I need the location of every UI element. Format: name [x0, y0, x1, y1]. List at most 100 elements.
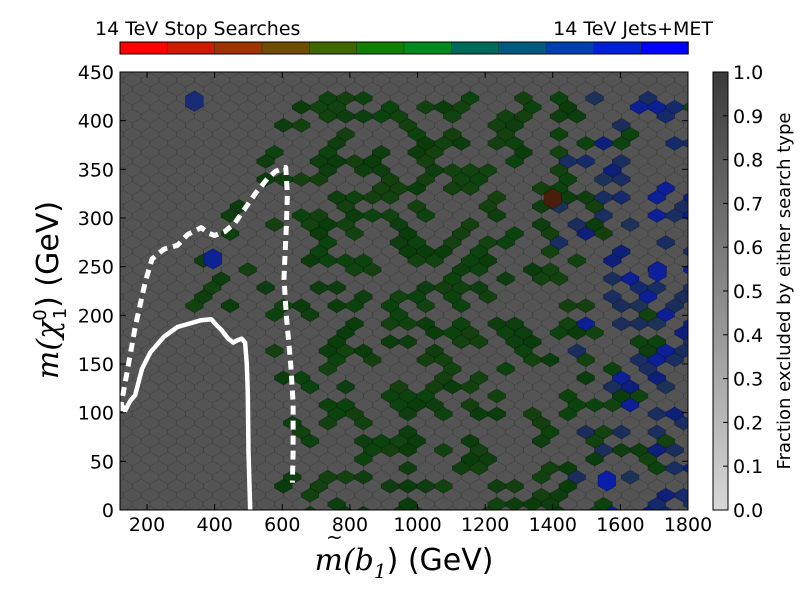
hex-cell: [97, 328, 115, 349]
hex-cell-highlight: [597, 470, 617, 492]
hex-cell-highlight: [648, 260, 667, 283]
dashed-contour: [120, 164, 296, 483]
hex-cell-excluded: [692, 139, 710, 160]
top-colorbar-segment: [167, 41, 216, 55]
hex-cell: [692, 301, 710, 322]
side-colorbar-ticks: 0.0 0.1 0.2 0.3 0.4 0.5 0.6 0.7 0.8 0.9 1.0: [723, 62, 763, 522]
top-colorbar-segment: [214, 41, 263, 55]
hex-cell: [173, 508, 180, 510]
y-tick-label: 0: [102, 500, 114, 522]
y-tick-label: 350: [78, 159, 114, 181]
hex-cell: [692, 319, 710, 340]
hex-cell: [97, 382, 115, 403]
hex-cell: [692, 121, 710, 142]
hex-cell-excluded: [692, 175, 710, 196]
top-colorbar-segment: [451, 41, 500, 55]
hex-cell: [683, 72, 688, 76]
hex-cell-excluded: [692, 247, 710, 268]
x-tick-label: 1800: [664, 514, 712, 536]
x-axis-label: m(b1) (GeV): [315, 543, 494, 583]
hex-cell: [692, 464, 710, 485]
y-axis-label: m(χ01) (GeV): [30, 201, 71, 379]
x-axis-label-prefix: m(: [315, 543, 356, 578]
x-axis-ticks: 200 400 600 800 1000 1200 1400 1600 1800: [129, 72, 712, 536]
top-colorbar-segment: [309, 41, 358, 55]
contour-lines: [120, 164, 296, 510]
x-axis-label-var: b: [355, 543, 374, 578]
colorbar-tick-label: 0.2: [733, 412, 763, 434]
plot-area: [97, 67, 710, 511]
y-axis-label-var: χ: [31, 319, 66, 341]
x-tick-label: 1000: [393, 514, 441, 536]
colorbar-tick-label: 1.0: [733, 62, 763, 84]
top-colorbar-segment: [261, 41, 311, 55]
y-tick-label: 250: [78, 257, 114, 279]
y-tick-label: 400: [78, 111, 114, 133]
colorbar-tick-label: 0.3: [733, 369, 763, 391]
hex-cell: [97, 130, 115, 151]
hexbin-cells: [97, 67, 710, 510]
x-tick-label: 600: [264, 514, 300, 536]
top-colorbar-segments: [119, 41, 689, 55]
hex-cell: [692, 85, 710, 106]
hex-cell-excluded: [692, 373, 710, 394]
hex-cell: [692, 193, 710, 214]
hex-cell-excluded: [692, 283, 710, 304]
colorbar-tick-label: 0.5: [733, 281, 763, 303]
x-tick-label: 1600: [596, 514, 644, 536]
hex-cell: [692, 428, 710, 449]
hex-cell: [97, 238, 115, 259]
top-colorbar-segment: [119, 41, 169, 55]
y-axis-label-prefix: m(: [31, 338, 66, 379]
x-axis-label-suffix: ) (GeV): [387, 543, 494, 578]
hex-cell: [692, 229, 710, 250]
top-colorbar-right-label: 14 TeV Jets+MET: [553, 18, 713, 40]
hex-cell-excluded: [692, 157, 710, 178]
colorbar-tick-label: 0.6: [733, 237, 763, 259]
y-tick-label: 450: [78, 62, 114, 84]
y-axis-label-suffix: ) (GeV): [31, 201, 66, 308]
side-colorbar-label: Fraction excluded by either search type: [774, 113, 795, 470]
x-tick-label: 400: [197, 514, 233, 536]
colorbar-tick-label: 0.4: [733, 325, 763, 347]
top-colorbar-left-label: 14 TeV Stop Searches: [95, 18, 300, 40]
top-colorbar-segment: [640, 41, 689, 55]
hex-cell-highlight: [203, 248, 223, 270]
y-tick-label: 100: [78, 403, 114, 425]
top-colorbar: 14 TeV Stop Searches 14 TeV Jets+MET: [95, 18, 713, 55]
x-tick-label: 200: [129, 514, 165, 536]
colorbar-tick-label: 0.1: [733, 456, 763, 478]
hex-cell: [245, 508, 251, 510]
hex-cell: [692, 337, 710, 358]
hex-cell: [97, 473, 115, 494]
x-tick-label: 800: [332, 514, 368, 536]
hex-cell: [692, 103, 710, 124]
hex-cell: [692, 446, 710, 467]
hex-cell-highlight: [185, 90, 204, 112]
x-tick-label: 1400: [529, 514, 577, 536]
top-colorbar-frame: [119, 41, 689, 55]
y-axis-label-sup: 0: [30, 309, 51, 320]
hex-cell: [692, 355, 710, 376]
hex-cell: [97, 184, 115, 205]
colorbar-tick-label: 0.7: [733, 193, 763, 215]
top-colorbar-segment: [403, 41, 453, 55]
top-colorbar-segment: [498, 41, 547, 55]
y-axis-label-sub: 1: [50, 308, 71, 319]
hex-cell-excluded: [692, 482, 710, 503]
x-tick-label: 1200: [461, 514, 509, 536]
hex-cell-highlight: [543, 187, 563, 210]
hex-cell-excluded: [692, 211, 710, 232]
hex-cell: [692, 67, 710, 88]
side-colorbar: 0.0 0.1 0.2 0.3 0.4 0.5 0.6 0.7 0.8 0.9 1.0 Fracti…: [712, 62, 795, 522]
hex-cell: [692, 410, 710, 431]
y-tick-label: 300: [78, 208, 114, 230]
hex-cell: [692, 265, 710, 286]
top-colorbar-segment: [593, 41, 642, 55]
hex-cell-excluded: [582, 508, 589, 510]
top-colorbar-segment: [545, 41, 595, 55]
x-axis-label-sub: 1: [374, 559, 387, 583]
y-tick-label: 150: [78, 354, 114, 376]
plot-frame: [119, 71, 689, 511]
